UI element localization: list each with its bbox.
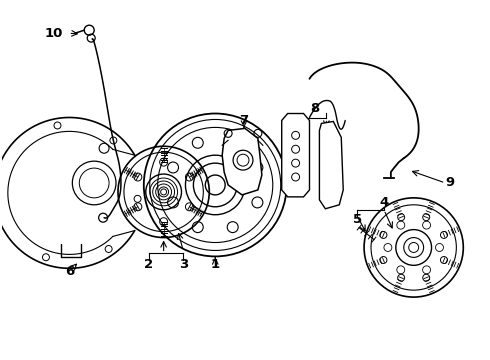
Text: 3: 3 bbox=[179, 258, 188, 271]
Text: 2: 2 bbox=[144, 258, 153, 271]
Text: 7: 7 bbox=[240, 114, 248, 127]
Text: 4: 4 bbox=[379, 196, 389, 209]
Polygon shape bbox=[282, 113, 310, 197]
Text: 8: 8 bbox=[310, 102, 319, 115]
Text: 5: 5 bbox=[353, 213, 362, 226]
Polygon shape bbox=[319, 121, 343, 209]
Text: 1: 1 bbox=[211, 258, 220, 271]
Text: 6: 6 bbox=[65, 265, 74, 278]
Text: 10: 10 bbox=[45, 27, 63, 40]
Text: 9: 9 bbox=[445, 176, 455, 189]
Polygon shape bbox=[222, 129, 262, 195]
